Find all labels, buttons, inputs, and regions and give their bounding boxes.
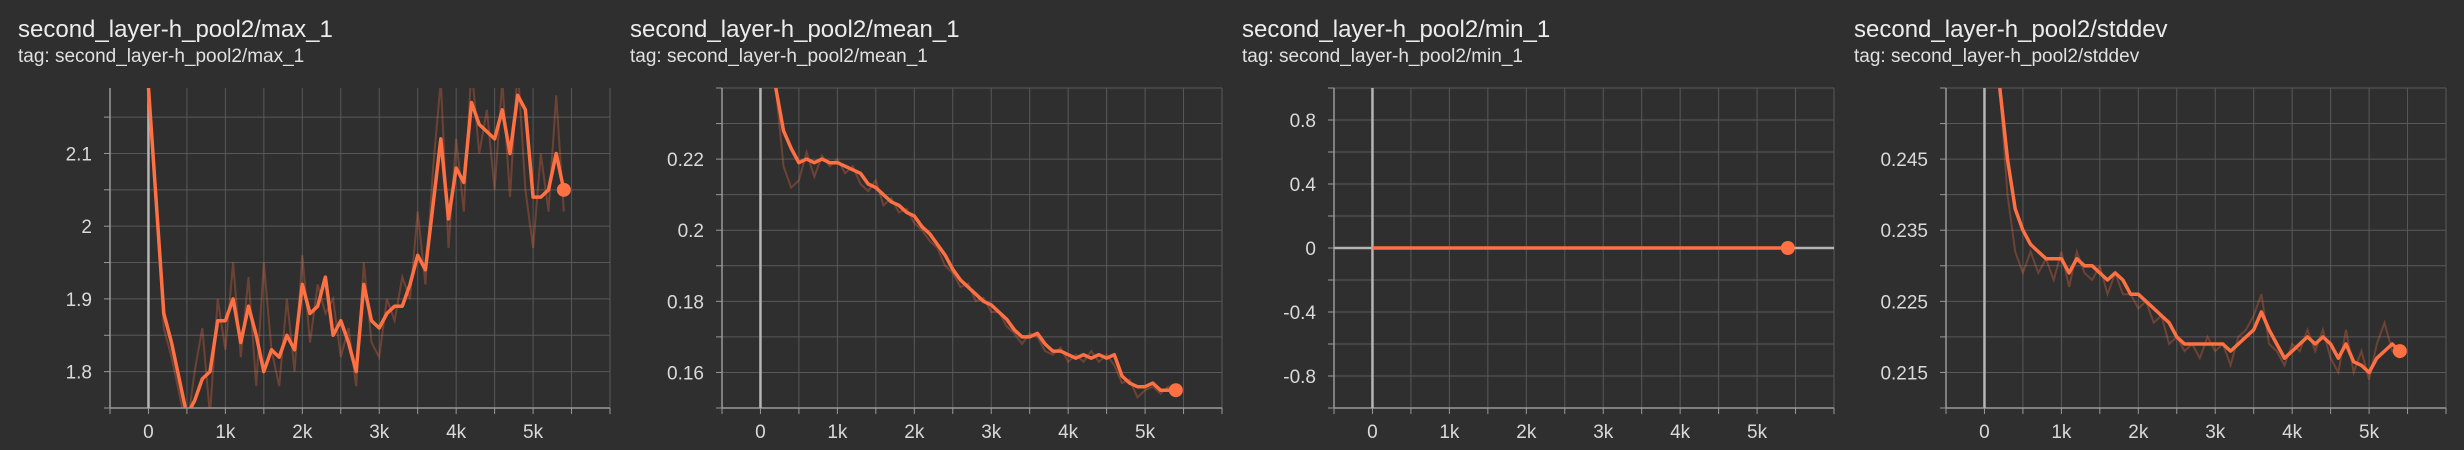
chart-card-min[interactable]: second_layer-h_pool2/min_1 tag: second_l… — [1224, 0, 1835, 450]
raw-series-line — [147, 88, 565, 408]
chart-tag: tag: second_layer-h_pool2/stddev — [1854, 46, 2140, 67]
chart-card-stddev[interactable]: second_layer-h_pool2/stddev tag: second_… — [1836, 0, 2447, 450]
x-tick-label: 2k — [1516, 422, 1537, 443]
y-tick-label: 0.8 — [1290, 111, 1316, 132]
x-tick-label: 5k — [1135, 422, 1156, 443]
y-tick-label: 0.22 — [667, 150, 704, 171]
y-tick-label: 0.245 — [1880, 150, 1928, 171]
smoothed-series-line — [146, 88, 566, 408]
y-tick-label: 0 — [1305, 239, 1316, 260]
chart-plot-max[interactable]: 0 1k 2k 3k 4k 5k 1.8 1.9 2 2.1 — [0, 0, 620, 450]
chart-title: second_layer-h_pool2/min_1 — [1242, 16, 1551, 43]
x-tick-label: 0 — [1367, 422, 1378, 443]
x-tick-label: 3k — [981, 422, 1002, 443]
y-tick-label: 0.215 — [1880, 363, 1928, 384]
x-tick-label: 0 — [755, 422, 766, 443]
y-tick-label: 0.235 — [1880, 221, 1928, 242]
x-tick-label: 4k — [1058, 422, 1079, 443]
x-tick-label: 1k — [215, 422, 236, 443]
chart-title: second_layer-h_pool2/mean_1 — [630, 16, 960, 43]
series-group — [774, 88, 1177, 399]
raw-series-line — [774, 88, 1177, 399]
chart-card-mean[interactable]: second_layer-h_pool2/mean_1 tag: second_… — [612, 0, 1223, 450]
x-tick-label: 4k — [2282, 422, 2303, 443]
x-tick-label: 5k — [523, 422, 544, 443]
chart-card-max[interactable]: second_layer-h_pool2/max_1 tag: second_l… — [0, 0, 611, 450]
y-tick-label: 1.9 — [66, 290, 92, 311]
y-tick-label: 2.1 — [66, 144, 92, 165]
x-tick-label: 3k — [369, 422, 390, 443]
last-value-marker — [1780, 241, 1795, 255]
chart-tag: tag: second_layer-h_pool2/min_1 — [1242, 46, 1523, 67]
y-tick-label: -0.8 — [1283, 367, 1316, 388]
chart-tag: tag: second_layer-h_pool2/mean_1 — [630, 46, 928, 67]
series-group — [1998, 88, 2401, 380]
y-tick-label: 2 — [81, 217, 92, 238]
smoothed-series-line — [774, 88, 1176, 392]
last-value-marker — [2392, 344, 2407, 359]
x-tick-label: 1k — [2051, 422, 2072, 443]
x-tick-label: 2k — [2128, 422, 2149, 443]
x-tick-label: 4k — [1670, 422, 1691, 443]
chart-plot-min[interactable]: 0 1k 2k 3k 4k 5k -0.8 -0.4 0 0.4 0.8 — [1224, 0, 1844, 450]
x-tick-label: 0 — [143, 422, 154, 443]
chart-title: second_layer-h_pool2/stddev — [1854, 16, 2168, 43]
last-value-marker — [1168, 383, 1183, 398]
chart-plot-mean[interactable]: 0 1k 2k 3k 4k 5k 0.16 0.18 0.2 0.22 — [612, 0, 1232, 450]
chart-title: second_layer-h_pool2/max_1 — [18, 16, 333, 43]
x-tick-label: 4k — [446, 422, 467, 443]
x-tick-label: 2k — [292, 422, 313, 443]
chart-tag: tag: second_layer-h_pool2/max_1 — [18, 46, 305, 67]
y-tick-label: 0.18 — [667, 292, 704, 313]
x-tick-label: 3k — [2205, 422, 2226, 443]
y-tick-label: 0.16 — [667, 363, 704, 384]
chart-plot-stddev[interactable]: 0 1k 2k 3k 4k 5k 0.215 0.225 0.235 0.245 — [1836, 0, 2456, 450]
raw-series-line — [1998, 88, 2401, 380]
x-tick-label: 2k — [904, 422, 925, 443]
x-tick-label: 1k — [1439, 422, 1460, 443]
last-value-marker — [556, 182, 571, 197]
x-tick-label: 5k — [2359, 422, 2380, 443]
x-tick-label: 5k — [1747, 422, 1768, 443]
y-tick-label: 0.2 — [678, 221, 704, 242]
x-tick-label: 3k — [1593, 422, 1614, 443]
y-tick-label: -0.4 — [1283, 303, 1316, 324]
x-tick-label: 1k — [827, 422, 848, 443]
x-tick-label: 0 — [1979, 422, 1990, 443]
series-group — [146, 88, 566, 408]
y-tick-label: 0.225 — [1880, 292, 1928, 313]
y-tick-label: 1.8 — [66, 363, 92, 384]
smoothed-series-line — [1998, 88, 2401, 375]
y-tick-label: 0.4 — [1290, 175, 1317, 196]
